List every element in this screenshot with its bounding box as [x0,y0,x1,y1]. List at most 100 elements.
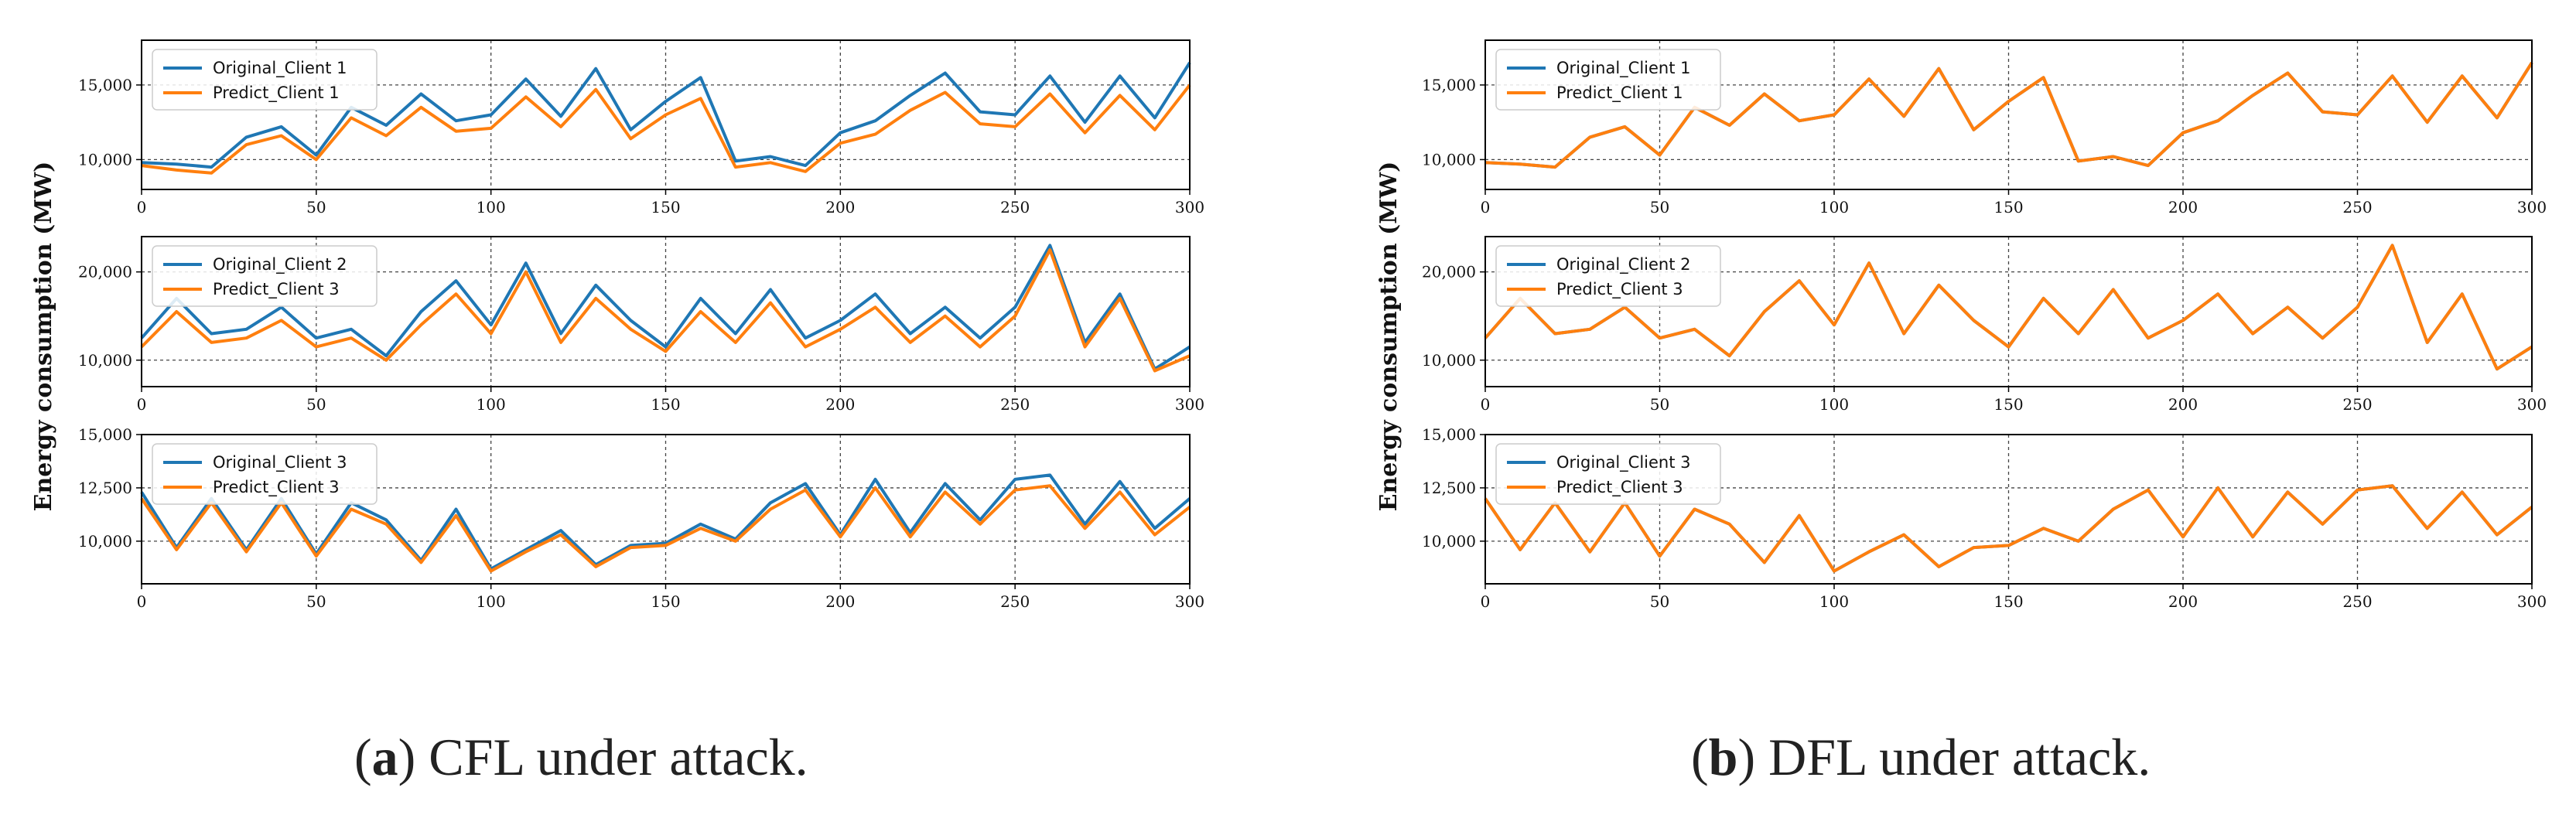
x-tick-label: 250 [1000,198,1030,217]
y-tick-label: 12,500 [78,479,132,497]
legend-label: Predict_Client 3 [1556,478,1683,497]
series-predict-line [1484,484,2533,573]
x-tick-label: 150 [651,592,680,611]
x-tick-label: 300 [2517,198,2547,217]
x-tick-label: 50 [1650,395,1669,414]
legend-box [152,245,378,307]
panel-a-row2: 0 50 100 150 200 250 300 10,000 20,000 Original_C… [78,236,1204,414]
legend-box [1495,443,1721,505]
y-tick-label: 10,000 [1422,532,1476,551]
legend-label: Original_Client 3 [213,453,347,472]
series-predict-line [141,84,1191,175]
x-tick-label: 0 [137,198,147,217]
x-tick-label: 200 [2168,592,2198,611]
legend: Original_Client 3 Predict_Client 3 [152,443,378,505]
x-tick-label: 100 [1819,395,1849,414]
x-tick-label: 0 [1481,592,1491,611]
y-tick-label: 12,500 [1422,479,1476,497]
y-tick-label: 15,000 [78,425,132,444]
y-tick-label: 10,000 [78,532,132,551]
panel-b-row1: 0 50 100 150 200 250 300 10,000 15,000 Original_C… [1422,39,2547,217]
caption-text-b: ) DFL under attack. [1737,728,2151,786]
legend: Original_Client 2 Predict_Client 3 [1495,245,1721,307]
legend-box [152,443,378,505]
y-tick-label: 10,000 [1422,351,1476,370]
x-tick-label: 250 [1000,395,1030,414]
x-tick-label: 100 [1819,198,1849,217]
x-tick-label: 250 [1000,592,1030,611]
legend-label: Original_Client 2 [1556,255,1691,275]
y-tick-label: 15,000 [78,76,132,94]
legend: Original_Client 2 Predict_Client 3 [152,245,378,307]
caption-letter-b: b [1708,728,1738,786]
legend-label: Predict_Client 1 [1556,84,1683,103]
x-tick-label: 100 [477,198,506,217]
x-tick-label: 200 [825,592,855,611]
series-predict-line [1484,61,2533,169]
panel-a-row3: 0 50 100 150 200 250 300 10,000 12,500 15,000 Orig… [78,425,1204,611]
x-tick-label: 200 [825,198,855,217]
x-tick-label: 300 [2517,592,2547,611]
legend-label: Predict_Client 3 [213,478,340,497]
x-tick-label: 300 [1175,592,1204,611]
caption-panel-b: (b) DFL under attack. [1691,728,2151,786]
x-tick-label: 50 [1650,592,1669,611]
x-tick-label: 300 [1175,395,1204,414]
y-tick-label: 15,000 [1422,425,1476,444]
series-original-line [140,244,1191,371]
series-predict-line [1484,244,2533,371]
x-tick-label: 0 [1481,395,1491,414]
x-tick-label: 100 [1819,592,1849,611]
panel-b-row2: 0 50 100 150 200 250 300 10,000 20,000 Original_C… [1422,236,2547,414]
y-tick-label: 20,000 [78,263,132,281]
x-tick-label: 200 [2168,198,2198,217]
x-tick-label: 150 [1993,395,2023,414]
y-tick-label: 20,000 [1422,263,1476,281]
x-tick-label: 50 [306,592,326,611]
x-tick-label: 50 [306,198,326,217]
panel-b-row3: 0 50 100 150 200 250 300 10,000 12,500 15,000 Orig… [1422,425,2547,611]
legend-label: Original_Client 1 [213,59,347,78]
x-tick-label: 250 [2342,592,2372,611]
ylabel-panel-b: Energy consumption (MW) [1375,162,1402,512]
x-tick-label: 200 [825,395,855,414]
x-tick-label: 0 [137,395,147,414]
legend-label: Predict_Client 1 [213,84,340,103]
legend-label: Predict_Client 3 [213,280,340,299]
series-predict-line [140,484,1191,573]
legend-box [152,49,378,111]
x-tick-label: 0 [137,592,147,611]
ylabel-panel-a: Energy consumption (MW) [30,162,57,512]
y-tick-label: 10,000 [78,150,132,169]
legend-label: Original_Client 3 [1556,453,1691,472]
x-tick-label: 150 [1993,198,2023,217]
legend-label: Predict_Client 3 [1556,280,1683,299]
x-tick-label: 200 [2168,395,2198,414]
legend: Original_Client 1 Predict_Client 1 [1495,49,1721,111]
x-tick-label: 150 [1993,592,2023,611]
series-original-line [141,61,1191,169]
panel-a-row1: 0 50 100 150 200 250 300 10,000 15,000 Original_C… [78,39,1204,217]
legend-box [1495,49,1721,111]
x-tick-label: 150 [651,395,680,414]
x-tick-label: 50 [306,395,326,414]
x-tick-label: 50 [1650,198,1669,217]
x-tick-label: 150 [651,198,680,217]
y-tick-label: 15,000 [1422,76,1476,94]
x-tick-label: 100 [477,592,506,611]
caption-text-a: ) CFL under attack. [398,728,808,786]
series-predict-line [140,248,1191,373]
y-tick-label: 10,000 [1422,150,1476,169]
x-tick-label: 250 [2342,198,2372,217]
legend-label: Original_Client 2 [213,255,347,275]
x-tick-label: 0 [1481,198,1491,217]
x-tick-label: 250 [2342,395,2372,414]
legend: Original_Client 1 Predict_Client 1 [152,49,378,111]
legend-box [1495,245,1721,307]
caption-panel-a: (a) CFL under attack. [354,728,808,786]
y-tick-label: 10,000 [78,351,132,370]
x-tick-label: 300 [1175,198,1204,217]
legend-label: Original_Client 1 [1556,59,1691,78]
x-tick-label: 300 [2517,395,2547,414]
caption-letter-a: a [371,728,398,786]
